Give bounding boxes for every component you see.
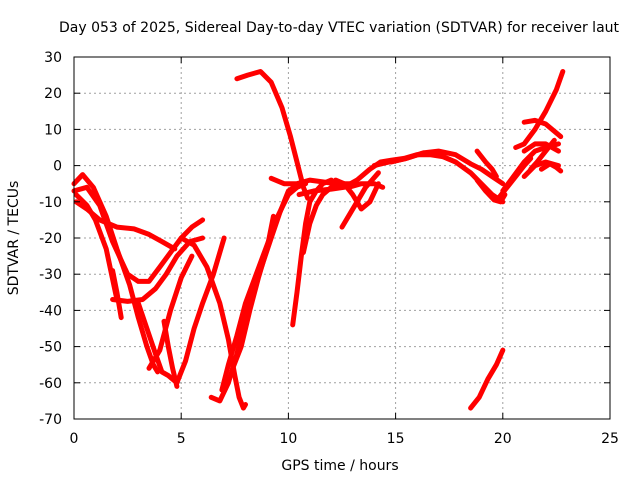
x-tick-label: 0: [70, 431, 79, 447]
series-track-15: [290, 177, 334, 328]
series-track-6: [110, 268, 124, 321]
x-axis-label: GPS time / hours: [281, 458, 398, 474]
series-track-24: [474, 148, 499, 179]
x-tick-label: 20: [494, 431, 512, 447]
x-tick-label: 10: [279, 431, 297, 447]
series-track-13: [219, 181, 309, 393]
y-tick-label: 20: [44, 86, 62, 102]
y-tick-label: -20: [39, 231, 62, 247]
y-tick-label: -10: [39, 195, 62, 211]
y-axis-label: SDTVAR / TECUs: [6, 181, 22, 296]
y-tick-label: 10: [44, 122, 62, 138]
series-layer: [71, 69, 566, 411]
series-track-23: [474, 177, 508, 205]
series-track-28: [521, 141, 561, 154]
series-track-9: [161, 318, 180, 389]
series-track-10: [178, 235, 248, 411]
series-track-8: [146, 253, 195, 371]
series-track-22: [388, 148, 506, 187]
y-tick-label: -50: [39, 340, 62, 356]
y-tick-label: -30: [39, 267, 62, 283]
series-track-30: [538, 161, 564, 174]
series-track-33: [468, 347, 506, 411]
y-tick-label: -60: [39, 376, 62, 392]
chart-title: Day 053 of 2025, Sidereal Day-to-day VTE…: [59, 20, 620, 36]
y-tick-label: -70: [39, 412, 62, 428]
x-tick-label: 5: [177, 431, 186, 447]
series-track-32: [521, 117, 564, 140]
x-tick-label: 15: [387, 431, 405, 447]
series-track-20: [339, 170, 381, 230]
tick-labels: 0 5 10 15 20 25 30 20 10 0 -10 -20 -30 -40 -50 -60 -70: [39, 50, 619, 447]
y-tick-label: 30: [44, 50, 62, 66]
y-tick-label: -40: [39, 303, 62, 319]
series-track-14: [234, 69, 311, 201]
series-track-4: [73, 192, 120, 302]
y-tick-label: 0: [53, 159, 62, 175]
series-track-29: [528, 137, 557, 172]
x-tick-label: 25: [601, 431, 619, 447]
